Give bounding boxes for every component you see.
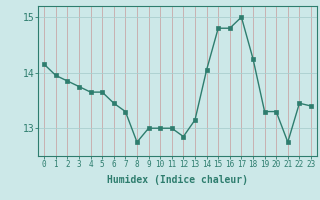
X-axis label: Humidex (Indice chaleur): Humidex (Indice chaleur): [107, 175, 248, 185]
